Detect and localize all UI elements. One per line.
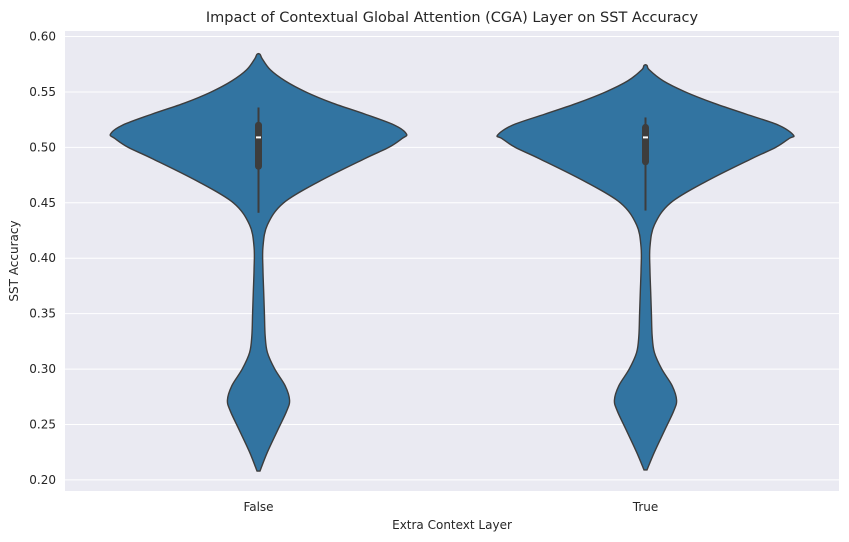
y-tick-labels: 0.20 0.25 0.30 0.35 0.40 0.45 0.50 0.55 0.60 xyxy=(29,30,56,487)
x-tick-label: False xyxy=(243,500,273,514)
y-tick-label: 0.35 xyxy=(29,307,56,321)
y-tick-label: 0.50 xyxy=(29,140,56,154)
violins xyxy=(109,53,795,472)
y-tick-label: 0.20 xyxy=(29,473,56,487)
y-tick-label: 0.45 xyxy=(29,196,56,210)
x-tick-labels: False True xyxy=(243,500,658,514)
violin-body xyxy=(496,64,795,471)
y-tick-label: 0.30 xyxy=(29,362,56,376)
x-tick-label: True xyxy=(632,500,659,514)
y-tick-label: 0.60 xyxy=(29,30,56,44)
y-tick-label: 0.55 xyxy=(29,85,56,99)
plot-area xyxy=(65,31,839,491)
violin-body xyxy=(109,53,408,472)
chart-title: Impact of Contextual Global Attention (C… xyxy=(206,10,699,26)
y-tick-label: 0.40 xyxy=(29,251,56,265)
x-axis-label: Extra Context Layer xyxy=(392,518,512,532)
y-tick-label: 0.25 xyxy=(29,417,56,431)
y-axis-label: SST Accuracy xyxy=(7,220,21,301)
